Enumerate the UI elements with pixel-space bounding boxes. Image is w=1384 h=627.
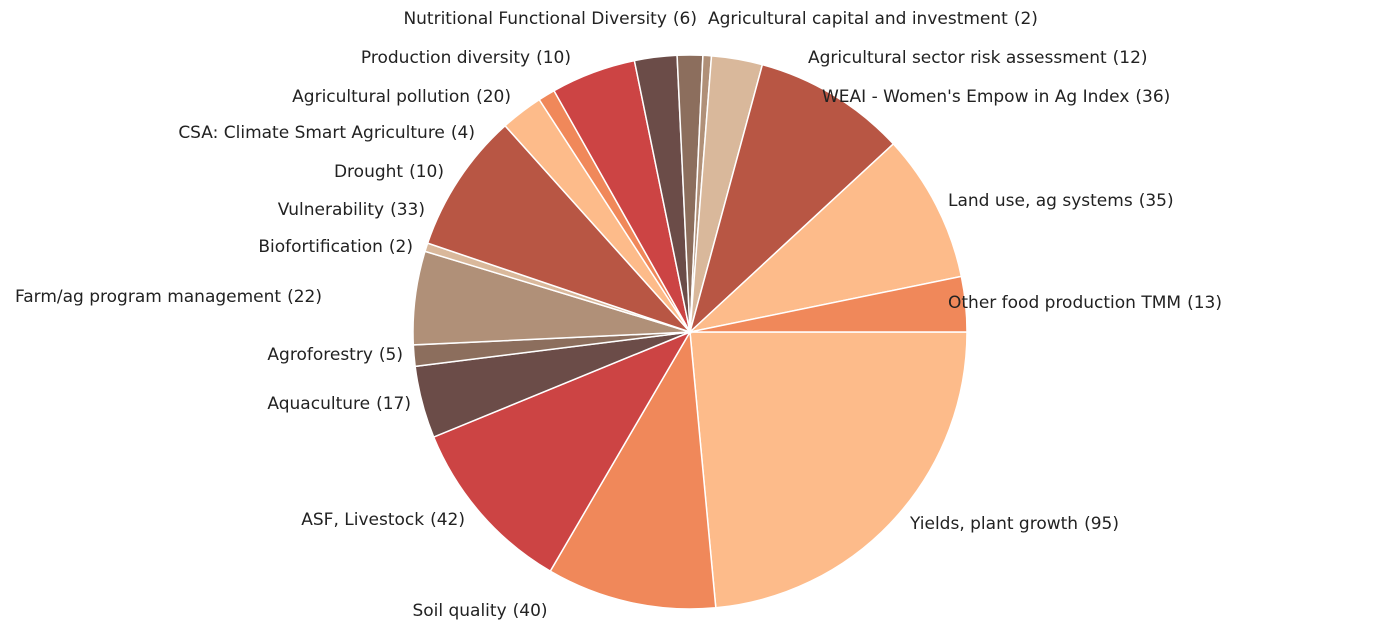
slice-label: WEAI - Women's Empow in Ag Index (36) (822, 87, 1170, 107)
slice-label: Agricultural capital and investment (2) (708, 9, 1038, 29)
slice-value: (2) (1014, 9, 1038, 29)
slice-value: (40) (513, 601, 548, 621)
slice-value: (10) (536, 48, 571, 68)
slice-value: (33) (390, 200, 425, 220)
slice-value: (42) (430, 510, 465, 530)
slice-value: (36) (1135, 87, 1170, 107)
slice-name: Aquaculture (267, 394, 370, 414)
pie-slice (426, 124, 693, 334)
pie-slice (689, 331, 968, 609)
slice-value: (35) (1139, 191, 1174, 211)
slice-name: Vulnerability (278, 200, 384, 220)
slice-name: Nutritional Functional Diversity (403, 9, 666, 29)
slice-label: Vulnerability (33) (278, 200, 425, 220)
slice-label: CSA: Climate Smart Agriculture (4) (178, 123, 475, 143)
slice-value: (5) (379, 345, 403, 365)
pie-slice (688, 63, 895, 335)
slice-label: Other food production TMM (13) (948, 293, 1222, 313)
slice-label: Yields, plant growth (95) (909, 514, 1119, 534)
pie-slice (689, 275, 968, 333)
slice-name: Agricultural sector risk assessment (808, 48, 1107, 68)
slice-name: Soil quality (412, 601, 506, 621)
slice-value: (6) (673, 9, 697, 29)
slice-name: Biofortification (258, 237, 383, 257)
slice-label: Land use, ag systems (35) (948, 191, 1174, 211)
slice-value: (10) (409, 162, 444, 182)
pie-slice (432, 330, 692, 573)
slice-value: (12) (1113, 48, 1148, 68)
slice-name: Farm/ag program management (15, 287, 281, 307)
slice-value: (20) (476, 87, 511, 107)
slice-value: (95) (1084, 514, 1119, 534)
slice-value: (22) (287, 287, 322, 307)
slice-label: Agroforestry (5) (267, 345, 403, 365)
slice-label: Agricultural sector risk assessment (12) (808, 48, 1148, 68)
slice-value: (17) (376, 394, 411, 414)
slice-name: Agricultural pollution (292, 87, 470, 107)
slice-value: (4) (451, 123, 475, 143)
slice-name: WEAI - Women's Empow in Ag Index (822, 87, 1129, 107)
slice-label: Soil quality (40) (412, 601, 547, 621)
slice-name: Agricultural capital and investment (708, 9, 1008, 29)
slice-label: Production diversity (10) (361, 48, 571, 68)
pie-slice (549, 329, 717, 610)
slice-name: Yields, plant growth (909, 514, 1078, 534)
slice-name: CSA: Climate Smart Agriculture (178, 123, 445, 143)
slice-name: Agroforestry (267, 345, 372, 365)
slice-label: Aquaculture (17) (267, 394, 411, 414)
slice-label: Biofortification (2) (258, 237, 413, 257)
slice-label: ASF, Livestock (42) (301, 510, 465, 530)
slice-label: Farm/ag program management (22) (15, 287, 322, 307)
slice-label: Drought (10) (334, 162, 444, 182)
slice-value: (13) (1187, 293, 1222, 313)
slice-label: Agricultural pollution (20) (292, 87, 511, 107)
slice-name: Drought (334, 162, 403, 182)
slice-name: Other food production TMM (948, 293, 1181, 313)
slice-name: ASF, Livestock (301, 510, 424, 530)
slice-label: Nutritional Functional Diversity (6) (403, 9, 697, 29)
slice-value: (2) (389, 237, 413, 257)
slice-name: Land use, ag systems (948, 191, 1133, 211)
pie-slice (687, 142, 963, 334)
slice-name: Production diversity (361, 48, 530, 68)
